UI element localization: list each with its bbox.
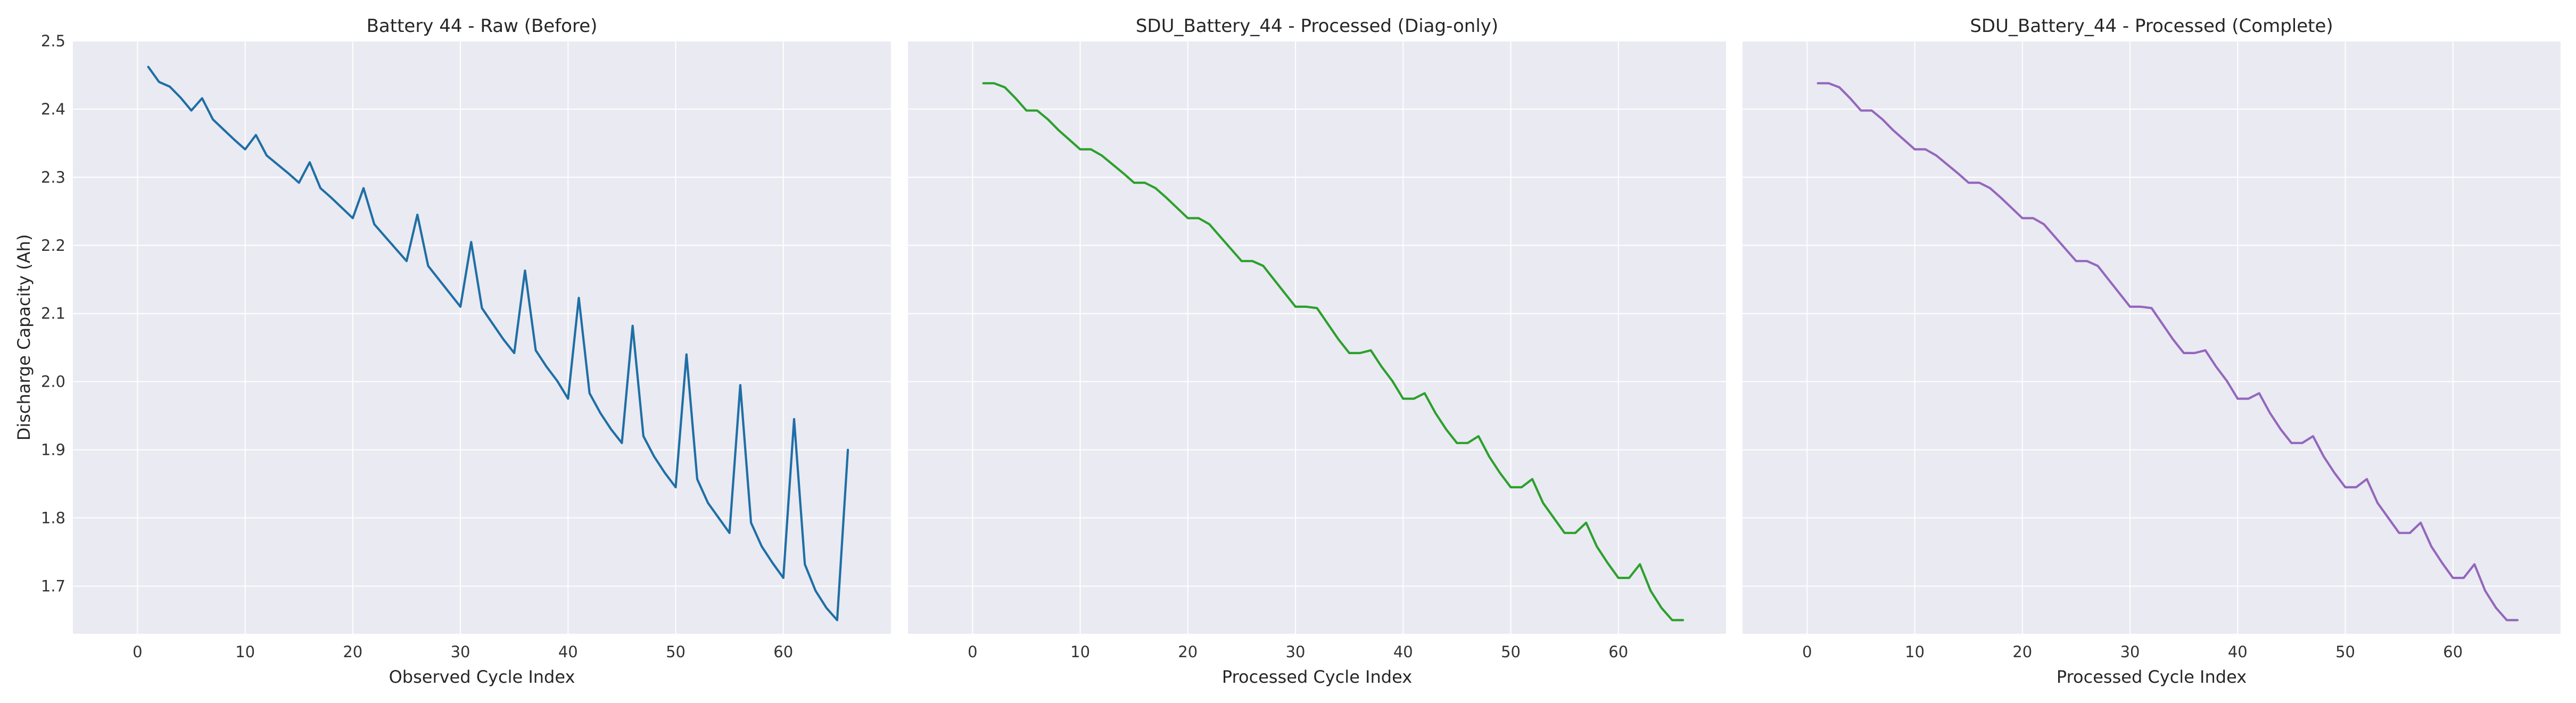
y-tick-label: 1.7: [41, 577, 65, 595]
x-tick-label: 10: [235, 643, 255, 661]
x-tick-label: 60: [1608, 643, 1628, 661]
x-tick-label: 20: [343, 643, 362, 661]
plot-area: [908, 41, 1726, 634]
series-line-1: [1817, 82, 2519, 622]
y-axis-label: Discharge Capacity (Ah): [14, 234, 34, 441]
chart-title: SDU_Battery_44 - Processed (Complete): [1970, 15, 2333, 37]
series-line-1: [982, 82, 1685, 622]
x-tick-label: 40: [1393, 643, 1413, 661]
y-tick-label: 2.5: [41, 32, 65, 50]
x-tick-label: 50: [666, 643, 686, 661]
y-tick-label: 2.0: [41, 373, 65, 391]
x-axis-label: Processed Cycle Index: [1222, 667, 1412, 687]
chart-title: Battery 44 - Raw (Before): [367, 15, 598, 37]
y-tick-label: 2.2: [41, 236, 65, 255]
x-tick-label: 30: [451, 643, 470, 661]
x-tick-label: 60: [773, 643, 793, 661]
series-line-1: [147, 66, 849, 622]
x-tick-label: 40: [558, 643, 578, 661]
chart-title: SDU_Battery_44 - Processed (Diag-only): [1136, 15, 1498, 37]
chart-panel-2: 0 10 20 30 40 50 60 SDU_Battery_44 - Processed …: [908, 15, 1726, 687]
chart-panel-3: 0 10 20 30 40 50 60 SDU_Battery_44 - Processed …: [1743, 15, 2561, 687]
x-tick-label: 40: [2228, 643, 2248, 661]
y-tick-label: 2.4: [41, 100, 65, 118]
x-axis-label: Processed Cycle Index: [2057, 667, 2247, 687]
x-tick-label: 0: [968, 643, 977, 661]
x-tick-label: 20: [1178, 643, 1198, 661]
plot-area: [73, 41, 891, 634]
chart-panel-1: 1.7 1.8 1.9 2.0 2.1 2.2 2.3 2.4 2.5 0 10 20 30 40 50 60…: [14, 15, 891, 687]
x-tick-label: 10: [1905, 643, 1925, 661]
plot-area: [1743, 41, 2561, 634]
x-tick-label: 30: [2120, 643, 2140, 661]
x-tick-label: 20: [2012, 643, 2032, 661]
y-tick-label: 1.9: [41, 441, 65, 459]
x-tick-label: 30: [1286, 643, 1306, 661]
y-tick-label: 2.3: [41, 168, 65, 186]
x-tick-label: 50: [1501, 643, 1521, 661]
y-tick-label: 2.1: [41, 305, 65, 323]
x-tick-label: 10: [1070, 643, 1090, 661]
x-tick-label: 0: [133, 643, 142, 661]
x-tick-label: 50: [2335, 643, 2355, 661]
x-tick-label: 0: [1802, 643, 1812, 661]
x-tick-label: 60: [2443, 643, 2463, 661]
y-tick-label: 1.8: [41, 509, 65, 527]
x-axis-label: Observed Cycle Index: [389, 667, 575, 687]
